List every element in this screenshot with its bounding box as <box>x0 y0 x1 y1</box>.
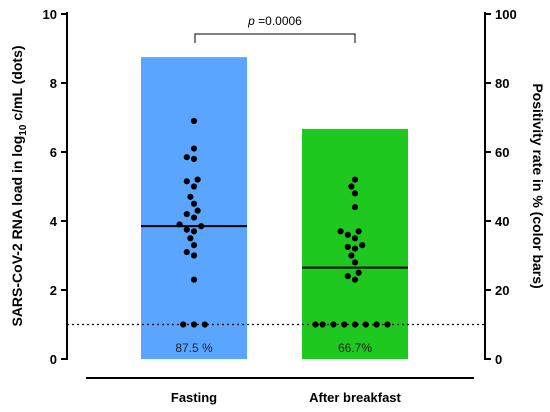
data-point <box>337 228 344 235</box>
data-point <box>194 176 201 183</box>
left-tick-label: 10 <box>43 7 57 22</box>
data-point <box>190 183 198 190</box>
left-tick-label: 8 <box>50 76 57 91</box>
data-point <box>183 248 190 256</box>
data-point <box>351 204 359 211</box>
data-point <box>355 228 362 235</box>
data-point <box>183 226 190 233</box>
y-axis-left-title: SARS-CoV-2 RNA load in log10 c/mL (dots) <box>9 45 29 326</box>
right-tick-label: 20 <box>495 283 509 298</box>
category-label: After breakfast <box>309 390 401 405</box>
p-value-label: p =0.0006 <box>247 14 302 28</box>
right-tick-label: 0 <box>495 352 502 367</box>
data-point <box>190 228 198 235</box>
data-point <box>190 155 198 162</box>
data-point <box>344 273 351 280</box>
data-point <box>190 117 198 125</box>
data-point <box>190 145 198 152</box>
left-tick-label: 2 <box>50 283 57 298</box>
data-point <box>351 259 359 266</box>
right-tick-label: 40 <box>495 214 509 229</box>
data-point <box>348 183 355 190</box>
data-point <box>351 321 359 328</box>
bar-after-breakfast <box>302 128 408 359</box>
significance-bracket <box>194 33 356 43</box>
data-point <box>187 235 194 242</box>
data-point <box>183 154 190 161</box>
data-point <box>355 269 362 276</box>
data-point <box>359 242 366 249</box>
bar-value-label: 87.5 % <box>175 341 213 355</box>
data-point <box>348 252 355 259</box>
data-point <box>344 231 351 238</box>
y-axis-right-title: Positivity rate in % (color bars) <box>530 83 546 288</box>
data-point <box>351 176 359 183</box>
data-point <box>190 242 198 249</box>
right-tick-label: 60 <box>495 145 509 160</box>
data-point <box>373 321 380 328</box>
data-point <box>351 245 359 252</box>
data-point <box>201 321 208 328</box>
right-tick-label: 100 <box>495 7 517 22</box>
data-point <box>183 211 190 218</box>
data-point <box>362 321 369 328</box>
data-point <box>183 178 190 185</box>
data-point <box>312 321 319 328</box>
data-point <box>344 243 351 250</box>
data-point <box>190 276 198 283</box>
data-point <box>351 235 359 242</box>
bar-value-label: 66.7% <box>338 341 372 355</box>
left-tick-label: 0 <box>50 352 57 367</box>
data-point <box>190 252 198 259</box>
data-point <box>341 321 348 328</box>
data-point <box>351 276 359 283</box>
left-tick-label: 6 <box>50 145 57 160</box>
left-tick-label: 4 <box>50 214 58 229</box>
data-point <box>190 214 198 221</box>
right-tick-label: 80 <box>495 76 509 91</box>
data-point <box>194 207 201 214</box>
bar-fasting <box>141 57 247 359</box>
category-label: Fasting <box>171 390 217 405</box>
data-point <box>190 200 198 207</box>
data-point <box>187 193 194 200</box>
data-point <box>351 190 359 197</box>
